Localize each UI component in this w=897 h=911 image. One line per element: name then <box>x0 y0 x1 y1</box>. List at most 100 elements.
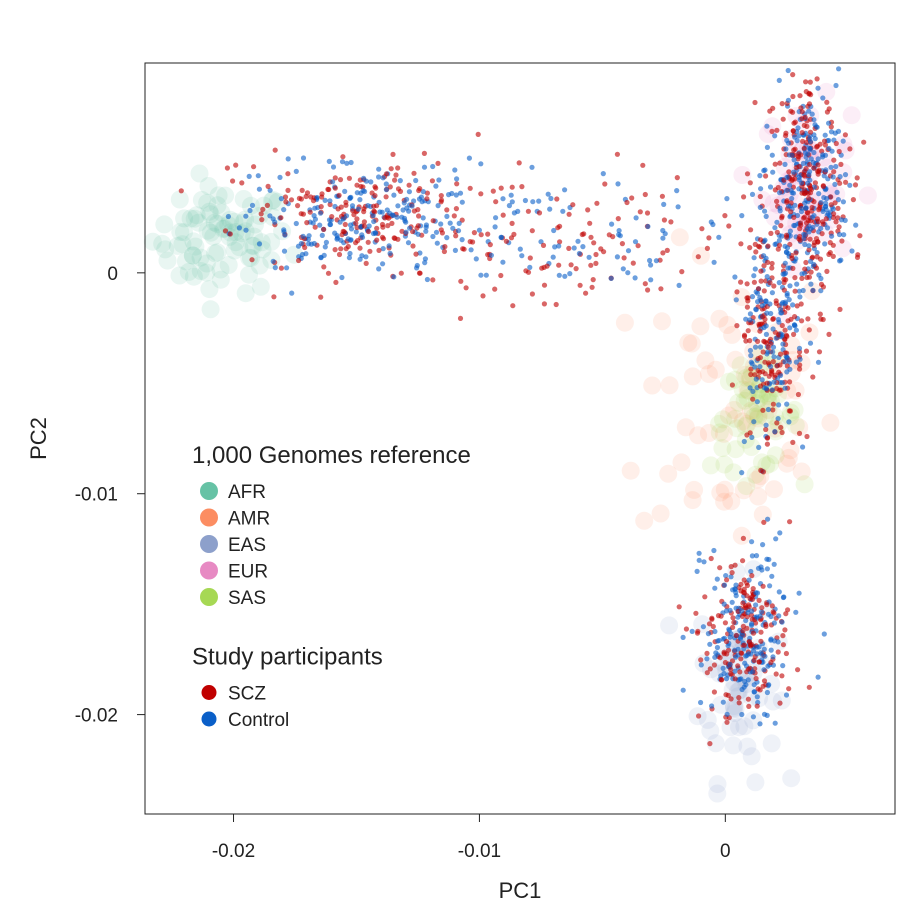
x-axis-label: PC1 <box>499 878 542 903</box>
reference-point-afr <box>179 262 198 281</box>
participant-point-scz <box>707 666 713 672</box>
participant-point-scz <box>791 331 797 337</box>
participant-point-control <box>761 711 768 717</box>
participant-point-scz <box>779 322 785 329</box>
participant-point-scz <box>346 175 352 181</box>
reference-point-afr <box>200 280 219 299</box>
participant-point-control <box>832 181 838 187</box>
participant-point-control <box>787 325 793 331</box>
participant-point-scz <box>318 294 324 300</box>
participant-point-control <box>720 699 726 705</box>
participant-point-control <box>372 230 378 236</box>
reference-point-sas <box>766 446 785 465</box>
participant-point-control <box>701 559 707 565</box>
participant-point-control <box>743 617 749 624</box>
reference-point-amr <box>734 481 753 500</box>
participant-point-control <box>492 224 498 230</box>
participant-point-scz <box>760 683 766 689</box>
participant-point-scz <box>755 686 761 692</box>
participant-point-scz <box>471 230 477 236</box>
participant-point-scz <box>748 366 754 372</box>
participant-point-control <box>782 385 788 391</box>
reference-point-afr <box>243 236 262 255</box>
participant-point-control <box>311 240 317 247</box>
participant-point-scz <box>730 624 736 631</box>
participant-point-control <box>424 276 430 283</box>
participant-point-control <box>361 175 367 181</box>
participant-point-scz <box>774 229 780 235</box>
participant-point-control <box>339 159 346 165</box>
participant-point-scz <box>806 101 813 107</box>
participant-point-control <box>733 297 739 303</box>
participant-point-scz <box>361 206 367 212</box>
participant-point-scz <box>831 157 837 163</box>
participant-point-scz <box>525 269 532 275</box>
participant-point-control <box>806 145 813 151</box>
participant-point-control <box>784 187 790 193</box>
reference-point-amr <box>714 424 733 443</box>
participant-point-scz <box>621 255 627 261</box>
participant-point-control <box>757 173 763 179</box>
participant-point-scz <box>780 116 786 122</box>
participant-point-control <box>750 388 756 394</box>
participant-point-control <box>363 254 369 260</box>
participant-point-control <box>840 199 847 205</box>
participant-point-scz <box>430 277 436 283</box>
participant-point-scz <box>774 198 780 204</box>
participant-point-scz <box>411 170 417 176</box>
participant-point-control <box>225 213 231 220</box>
participant-point-scz <box>768 230 774 236</box>
participant-point-scz <box>333 279 339 285</box>
participant-point-control <box>246 173 252 179</box>
participant-point-scz <box>757 328 763 334</box>
participant-point-scz <box>805 210 811 216</box>
participant-point-control <box>620 266 626 272</box>
participant-point-control <box>289 290 295 296</box>
participant-point-scz <box>753 675 759 682</box>
participant-point-scz <box>743 338 749 344</box>
legend-swatch-amr <box>200 508 218 527</box>
participant-point-control <box>457 190 464 196</box>
reference-point-sas <box>710 423 729 442</box>
participant-point-scz <box>756 597 762 604</box>
participant-point-control <box>786 359 793 365</box>
participant-point-scz <box>718 613 724 619</box>
participant-point-scz <box>395 186 402 192</box>
participant-point-scz <box>821 138 828 144</box>
participant-point-control <box>803 205 809 211</box>
participant-point-control <box>296 254 302 260</box>
participant-point-scz <box>757 321 764 327</box>
participant-point-scz <box>760 349 766 355</box>
participant-point-scz <box>765 259 771 265</box>
participant-point-control <box>459 237 465 243</box>
reference-point-afr <box>206 244 225 263</box>
reference-point-afr <box>208 196 227 215</box>
participant-point-control <box>820 95 826 101</box>
participant-point-control <box>776 237 783 244</box>
participant-point-control <box>732 668 738 674</box>
participant-point-control <box>758 297 764 303</box>
participant-point-control <box>818 199 824 206</box>
participant-point-scz <box>312 224 318 230</box>
participant-point-control <box>796 590 802 596</box>
participant-point-scz <box>554 196 560 202</box>
participant-point-control <box>380 246 386 252</box>
participant-point-scz <box>711 689 718 695</box>
participant-point-scz <box>790 439 796 445</box>
participant-point-control <box>753 590 759 596</box>
participant-point-control <box>786 297 792 303</box>
participant-point-scz <box>709 615 715 621</box>
participant-point-scz <box>794 303 800 309</box>
legend-swatch-eur <box>200 561 218 580</box>
participant-point-scz <box>444 207 450 213</box>
participant-point-control <box>340 216 346 222</box>
x-tick-label: -0.02 <box>212 841 255 862</box>
participant-point-control <box>548 195 554 202</box>
participant-point-scz <box>461 246 467 252</box>
reference-point-eur <box>817 82 836 101</box>
participant-point-scz <box>410 228 416 235</box>
participant-point-scz <box>824 99 830 105</box>
participant-point-control <box>839 217 845 223</box>
participant-point-scz <box>758 237 764 243</box>
